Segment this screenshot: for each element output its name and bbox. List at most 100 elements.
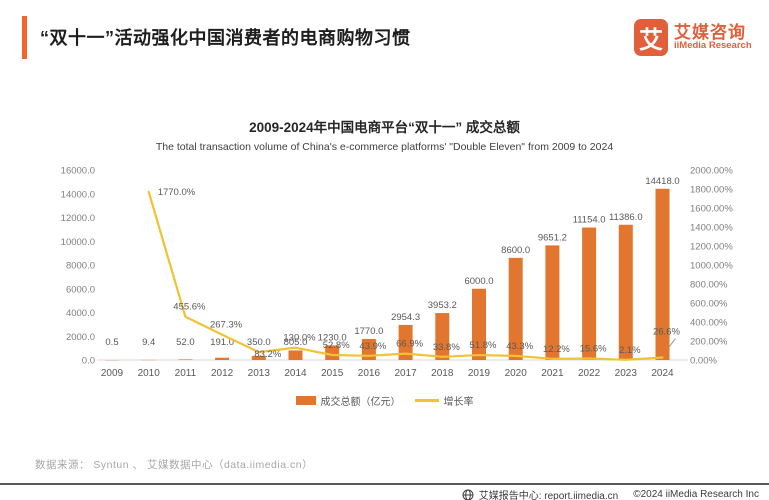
right-axis-tick: 2000.00% xyxy=(690,166,733,177)
logo-text: 艾媒咨询 iiMedia Research xyxy=(674,22,752,52)
bar-value-label: 1770.0 xyxy=(354,326,383,337)
bar-value-label: 11386.0 xyxy=(609,212,643,223)
bar xyxy=(508,257,523,360)
right-axis-tick: 1600.00% xyxy=(690,204,733,215)
right-axis-tick: 1800.00% xyxy=(690,185,733,196)
bar-value-label: 14418.0 xyxy=(645,176,679,187)
bar-value-label: 191.0 xyxy=(210,337,234,348)
left-axis-tick: 4000.0 xyxy=(66,308,95,319)
bar xyxy=(582,227,597,360)
bar-value-label: 2954.3 xyxy=(391,312,420,323)
growth-rate-label: 1770.0% xyxy=(158,187,196,198)
title-accent-bar xyxy=(22,16,27,59)
line-series-label: 增长率 xyxy=(443,397,474,408)
bar-value-label: 805.0 xyxy=(284,337,308,348)
logo-name-en: iiMedia Research xyxy=(674,40,752,52)
growth-line xyxy=(147,190,664,361)
combo-chart: 16000.0 14000.0 12000.0 10000.0 8000.0 6000.0… xyxy=(61,166,734,380)
x-axis-year-label: 2012 xyxy=(211,368,234,379)
bar xyxy=(215,357,230,360)
growth-rate-label: 51.8% xyxy=(470,340,497,351)
iimedia-logo: 艾 艾媒咨询 iiMedia Research xyxy=(634,19,752,56)
chart-subtitle: The total transaction volume of China's … xyxy=(155,141,614,153)
bar xyxy=(435,313,450,360)
report-center-text: 艾媒报告中心: report.iimedia.cn xyxy=(478,491,619,500)
x-axis-year-label: 2013 xyxy=(248,368,271,379)
bar-series-swatch xyxy=(295,396,316,405)
bar-value-label: 0.5 xyxy=(105,337,118,348)
bar xyxy=(288,350,303,360)
line-series-swatch xyxy=(414,399,439,402)
bar-value-label: 11154.0 xyxy=(573,215,606,226)
growth-rate-label: 2.1% xyxy=(619,345,641,356)
growth-rate-label: 83.2% xyxy=(254,349,281,360)
legend-item-bar: 成交总额（亿元） xyxy=(295,393,401,408)
bar xyxy=(398,324,413,360)
bar-value-label: 9.4 xyxy=(142,337,155,348)
right-axis-tick: 1000.00% xyxy=(690,261,733,272)
bar-value-label: 8600.0 xyxy=(501,245,530,256)
growth-rate-label: 33.8% xyxy=(433,342,460,353)
growth-rate-label: 43.3% xyxy=(506,341,533,352)
x-axis-year-label: 2015 xyxy=(321,368,344,379)
bar-value-label: 6000.0 xyxy=(464,276,493,287)
right-axis-tick: 0.00% xyxy=(690,356,717,367)
x-axis-year-label: 2020 xyxy=(505,368,528,379)
footer-bar: 艾媒报告中心: report.iimedia.cn ©2024 iiMedia … xyxy=(0,483,769,500)
x-axis-year-label: 2019 xyxy=(468,368,491,379)
left-axis-tick: 2000.0 xyxy=(66,332,95,343)
copyright-text: ©2024 iiMedia Research Inc xyxy=(633,489,759,500)
growth-rate-label: 12.2% xyxy=(543,344,570,355)
bar xyxy=(325,345,340,360)
page-title: “双十一”活动强化中国消费者的电商购物习惯 xyxy=(40,28,411,48)
chart-title: 2009-2024年中国电商平台“双十一” 成交总额 xyxy=(249,120,520,135)
x-axis-year-label: 2014 xyxy=(284,368,307,379)
growth-rate-label: 267.3% xyxy=(210,320,243,331)
right-axis-tick: 600.00% xyxy=(690,299,728,310)
x-axis-year-label: 2021 xyxy=(541,368,564,379)
bar xyxy=(655,188,670,360)
iimedia-logo-icon: 艾 xyxy=(634,19,668,56)
growth-rate-label: 66.9% xyxy=(396,339,423,350)
right-axis-tick: 400.00% xyxy=(690,318,728,329)
growth-rate-label: 130.0% xyxy=(283,333,316,344)
x-axis-year-label: 2022 xyxy=(578,368,601,379)
x-axis-year-label: 2009 xyxy=(101,368,124,379)
right-axis-tick: 1400.00% xyxy=(690,223,733,234)
bar xyxy=(251,355,266,360)
x-axis-year-label: 2023 xyxy=(615,368,638,379)
x-axis-year-label: 2017 xyxy=(394,368,417,379)
left-axis-tick: 14000.0 xyxy=(61,189,95,200)
data-source: 数据来源： Syntun 、 艾媒数据中心（data.iimedia.cn） xyxy=(35,459,314,471)
legend-item-line: 增长率 xyxy=(414,393,474,408)
x-axis-year-label: 2010 xyxy=(138,368,161,379)
left-axis-tick: 8000.0 xyxy=(66,261,95,272)
bar xyxy=(472,288,486,360)
bar xyxy=(545,245,560,360)
left-axis-tick: 0.0 xyxy=(82,356,95,367)
globe-icon xyxy=(462,489,474,500)
x-axis-year-label: 2018 xyxy=(431,368,454,379)
label-leader-line xyxy=(669,338,676,347)
x-axis-year-label: 2016 xyxy=(358,368,381,379)
bar-value-label: 52.0 xyxy=(176,337,195,348)
left-axis-tick: 10000.0 xyxy=(61,237,95,248)
right-axis-tick: 800.00% xyxy=(690,280,728,291)
x-axis-year-label: 2011 xyxy=(175,368,197,379)
bar-series-label: 成交总额（亿元） xyxy=(320,397,401,408)
bar-value-label: 350.0 xyxy=(247,337,271,348)
logo-name-cn: 艾媒咨询 xyxy=(674,22,746,42)
left-axis-tick: 12000.0 xyxy=(61,213,95,224)
growth-rate-label: 15.6% xyxy=(580,344,607,355)
left-axis-tick: 6000.0 xyxy=(66,284,95,295)
growth-rate-label: 26.6% xyxy=(653,326,680,337)
growth-rate-label: 43.9% xyxy=(359,341,386,352)
bar xyxy=(178,359,193,360)
x-axis-year-label: 2024 xyxy=(651,368,674,379)
bar-value-label: 3953.2 xyxy=(428,300,457,311)
growth-rate-label: 52.8% xyxy=(323,340,350,351)
right-axis-tick: 1200.00% xyxy=(690,242,733,253)
growth-rate-label: 455.6% xyxy=(173,302,206,313)
left-axis-tick: 16000.0 xyxy=(61,166,95,177)
bar-value-label: 9651.2 xyxy=(538,232,567,243)
